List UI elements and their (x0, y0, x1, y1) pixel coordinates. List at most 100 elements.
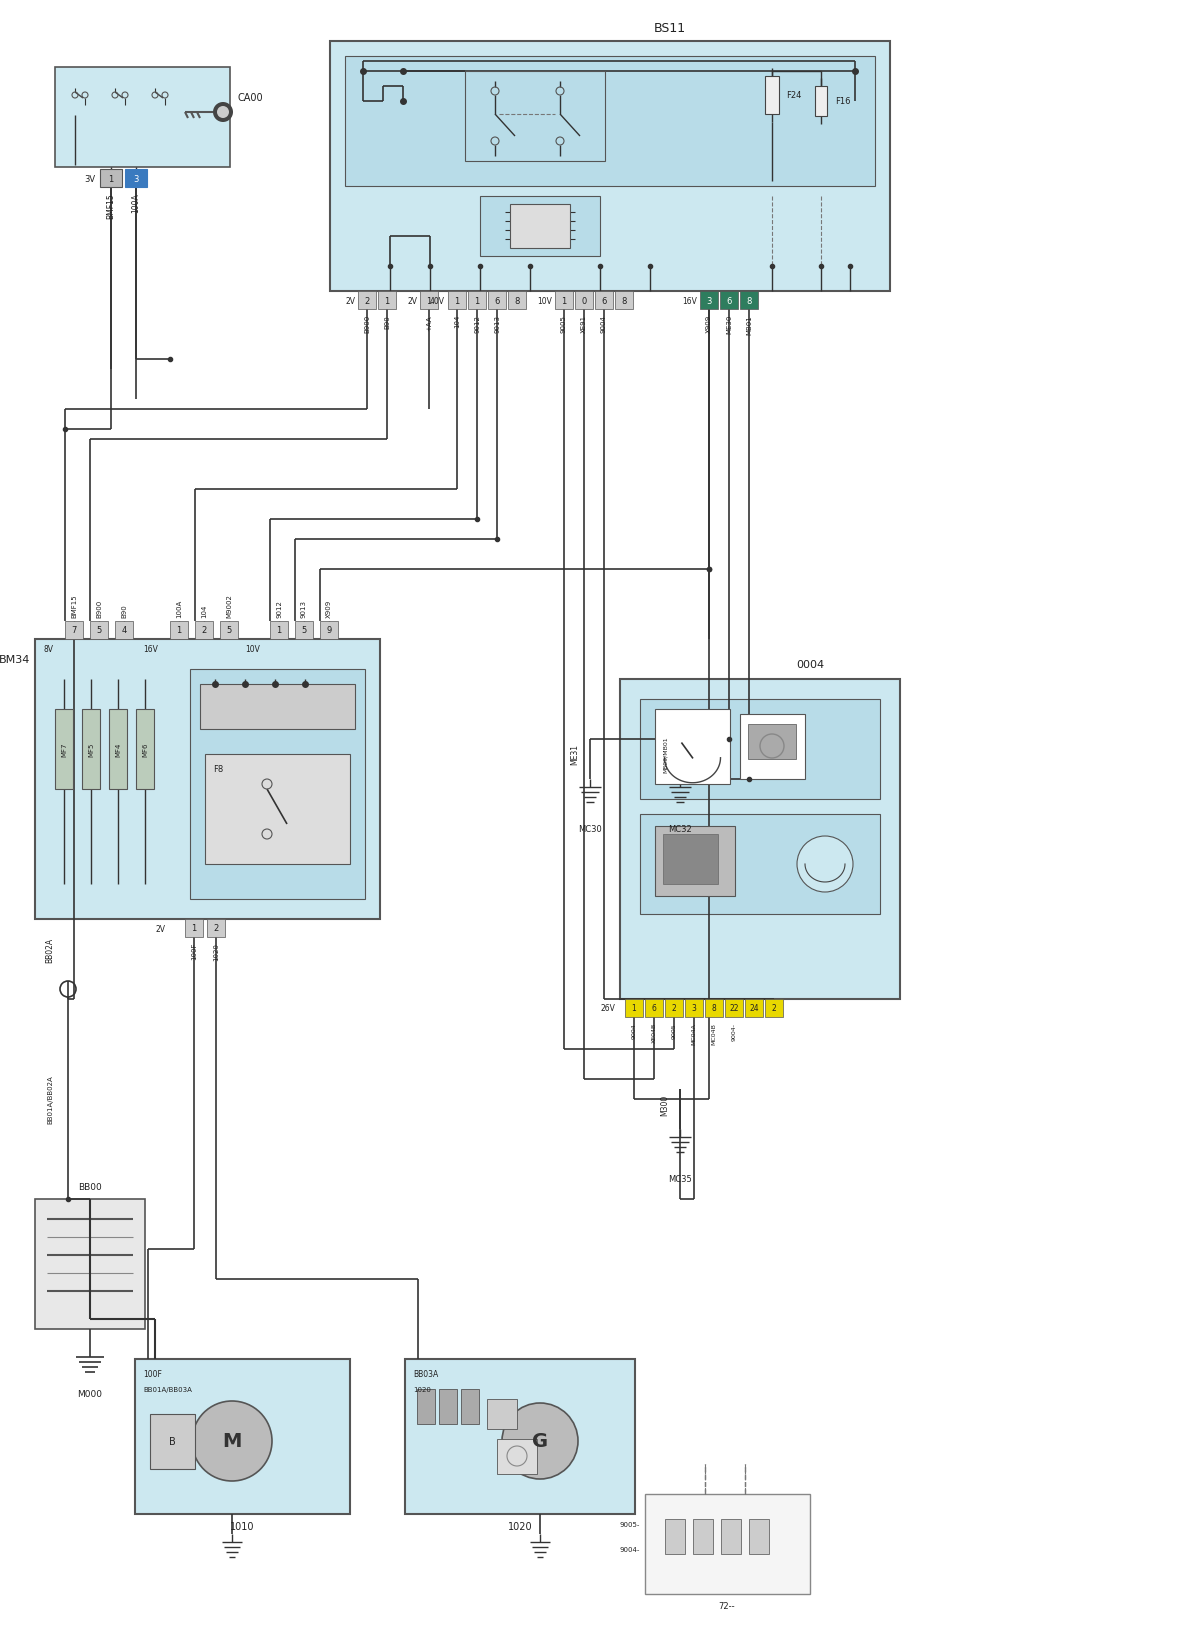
Text: BMF15: BMF15 (107, 193, 115, 219)
Text: 7: 7 (71, 626, 77, 634)
Text: M809/MB01: M809/MB01 (662, 737, 667, 773)
Bar (205, 755, 350, 865)
Text: 6: 6 (726, 297, 732, 305)
Text: M9002: M9002 (226, 593, 232, 618)
Text: 72--: 72-- (719, 1602, 736, 1610)
Bar (749, 1519, 769, 1554)
Text: 1: 1 (562, 297, 566, 305)
Bar (625, 999, 643, 1017)
Text: B: B (169, 1435, 175, 1447)
Text: BB02A: BB02A (46, 936, 54, 962)
Text: 5: 5 (301, 626, 307, 634)
Text: 9012: 9012 (276, 600, 282, 618)
Bar (725, 999, 743, 1017)
Text: 6: 6 (601, 297, 607, 305)
Text: 100F: 100F (191, 943, 197, 959)
Bar (90, 621, 108, 639)
Bar (685, 999, 703, 1017)
Text: 1: 1 (276, 626, 282, 634)
Text: CA00: CA00 (238, 92, 264, 102)
Bar (595, 292, 613, 310)
Text: BB00: BB00 (78, 1183, 102, 1192)
Text: X909: X909 (326, 600, 332, 618)
Bar (136, 710, 154, 789)
Bar (208, 920, 226, 938)
Text: 1: 1 (631, 1004, 636, 1014)
Bar (406, 1360, 635, 1515)
Text: MC32: MC32 (668, 826, 692, 834)
Text: 8: 8 (746, 297, 751, 305)
Text: 2: 2 (214, 925, 218, 933)
Bar (554, 292, 574, 310)
Text: 1020: 1020 (508, 1521, 533, 1531)
Text: M000: M000 (78, 1389, 102, 1399)
Text: 104: 104 (202, 605, 208, 618)
Circle shape (192, 1401, 272, 1482)
Bar (468, 292, 486, 310)
Text: F24: F24 (786, 91, 802, 101)
Text: BM34: BM34 (0, 654, 30, 664)
Text: 100F: 100F (143, 1369, 162, 1379)
Text: 6: 6 (652, 1004, 656, 1014)
Bar (487, 1399, 517, 1429)
Bar (510, 204, 570, 249)
Text: 9005: 9005 (562, 315, 568, 333)
Bar (190, 669, 365, 900)
Text: 1020: 1020 (413, 1386, 431, 1393)
Text: BB01A/BB03A: BB01A/BB03A (143, 1386, 192, 1393)
Bar (766, 999, 784, 1017)
Text: 9005-: 9005- (619, 1521, 640, 1528)
Text: MF4: MF4 (115, 742, 121, 756)
Bar (646, 1495, 810, 1594)
Text: 5: 5 (96, 626, 102, 634)
Bar (740, 292, 758, 310)
Text: 3: 3 (133, 175, 139, 183)
Bar (480, 196, 600, 257)
Text: BMF15: BMF15 (71, 593, 77, 618)
Text: 100A: 100A (132, 193, 140, 213)
Text: 1: 1 (108, 175, 114, 183)
Text: 9012: 9012 (474, 315, 480, 333)
Text: MF7: MF7 (61, 742, 67, 756)
Bar (270, 621, 288, 639)
Text: B900: B900 (364, 315, 370, 333)
Text: ME31: ME31 (570, 743, 580, 765)
Circle shape (502, 1402, 578, 1480)
Bar (665, 999, 683, 1017)
Bar (170, 621, 188, 639)
Text: 3: 3 (707, 297, 712, 305)
Text: 6: 6 (494, 297, 499, 305)
Bar (497, 1439, 538, 1473)
Bar (616, 292, 634, 310)
Text: 9004: 9004 (601, 315, 607, 333)
Text: BB01A/BB02A: BB01A/BB02A (47, 1074, 53, 1124)
Bar (185, 920, 203, 938)
Bar (420, 292, 438, 310)
Bar (82, 710, 100, 789)
Text: ME30: ME30 (726, 315, 732, 335)
Text: 22: 22 (730, 1004, 739, 1014)
Bar (378, 292, 396, 310)
Bar (358, 292, 376, 310)
Text: 10V: 10V (245, 644, 260, 654)
Text: 9004: 9004 (631, 1022, 636, 1038)
Text: 1: 1 (426, 297, 432, 305)
Bar (55, 710, 73, 789)
Text: 1: 1 (384, 297, 390, 305)
Text: 1: 1 (474, 297, 480, 305)
Bar (640, 699, 880, 799)
Text: XE91: XE91 (581, 315, 587, 333)
Bar (200, 684, 355, 730)
Text: 104: 104 (454, 315, 460, 328)
Text: MC04B: MC04B (712, 1022, 716, 1045)
Text: 10V: 10V (538, 297, 552, 305)
Bar (55, 68, 230, 168)
Text: 9: 9 (326, 626, 331, 634)
Text: 1: 1 (176, 626, 181, 634)
Text: 16V: 16V (682, 297, 697, 305)
Bar (115, 621, 133, 639)
Text: MC35: MC35 (668, 1175, 692, 1183)
Bar (125, 170, 148, 188)
Text: F16: F16 (835, 97, 851, 107)
Bar (439, 1389, 457, 1424)
